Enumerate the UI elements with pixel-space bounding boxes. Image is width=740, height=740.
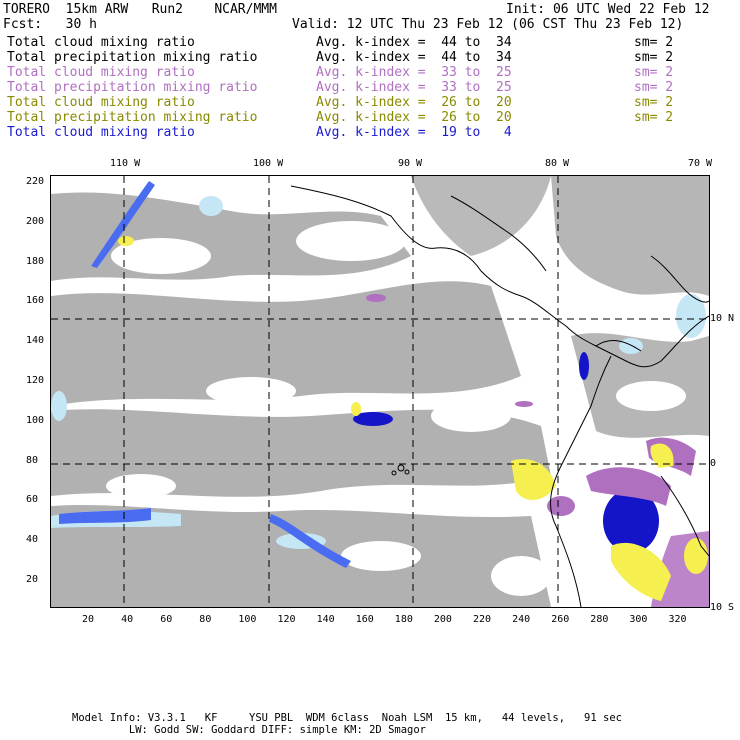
x-tick-label: 300 [629,614,648,625]
legend-smoothing: sm= 2 [634,50,674,65]
x-tick-label: 260 [551,614,570,625]
cloud-field-dark-blue [353,352,659,553]
x-tick-label: 280 [590,614,609,625]
x-tick-label: 120 [277,614,296,625]
legend-smoothing: sm= 2 [634,110,674,125]
x-tick-label: 60 [160,614,173,625]
legend-field-name: Total cloud mixing ratio [7,65,195,80]
x-tick-label: 220 [473,614,492,625]
lon-label: 110 W [110,158,141,169]
cloud-field-mid-blue [59,181,351,568]
y-tick-label: 180 [26,255,45,267]
x-tick-label: 140 [316,614,335,625]
y-tick-label: 40 [26,534,39,546]
legend-k-index: Avg. k-index = 26 to 20 [316,95,512,110]
legend-field-name: Total cloud mixing ratio [7,35,195,50]
legend-smoothing: sm= 2 [634,95,674,110]
legend-smoothing: sm= 2 [634,35,674,50]
valid-time: Valid: 12 UTC Thu 23 Feb 12 (06 CST Thu … [292,17,684,32]
lat-label: 10 N [710,313,735,324]
legend-smoothing: sm= 2 [634,80,674,95]
x-tick-label: 20 [82,614,95,625]
legend-field-name: Total precipitation mixing ratio [7,110,258,125]
x-tick-label: 80 [199,614,212,625]
legend-k-index: Avg. k-index = 19 to 4 [316,125,512,140]
lat-label: 10 S [710,602,735,613]
legend-k-index: Avg. k-index = 33 to 25 [316,80,512,95]
lon-label: 100 W [253,158,284,169]
y-tick-label: 60 [26,494,39,506]
map-canvas [51,176,709,607]
x-tick-label: 160 [355,614,374,625]
x-tick-label: 100 [238,614,257,625]
legend-k-index: Avg. k-index = 44 to 34 [316,50,512,65]
lat-label: 0 [710,458,717,469]
x-tick-label: 180 [394,614,413,625]
x-tick-label: 200 [433,614,452,625]
clear-sky-gaps [106,221,686,596]
model-physics: LW: Godd SW: Goddard DIFF: simple KM: 2D… [72,724,427,736]
y-tick-label: 160 [26,295,45,307]
legend-field-name: Total cloud mixing ratio [7,95,195,110]
legend-k-index: Avg. k-index = 44 to 34 [316,35,512,50]
cloud-field-yellow [118,236,708,601]
y-tick-label: 100 [26,414,45,426]
map-plot [50,175,710,608]
y-tick-label: 220 [26,176,45,187]
legend-field-name: Total cloud mixing ratio [7,125,195,140]
legend-k-index: Avg. k-index = 26 to 20 [316,110,512,125]
legend-field-name: Total precipitation mixing ratio [7,50,258,65]
model-info: Model Info: V3.3.1 KF YSU PBL WDM 6class… [72,712,622,724]
lon-label: 90 W [398,158,423,169]
coastlines [290,185,709,607]
x-tick-label: 320 [668,614,687,625]
legend-smoothing: sm= 2 [634,65,674,80]
y-tick-label: 20 [26,574,39,585]
lon-label: 70 W [688,158,713,169]
init-time: Init: 06 UTC Wed 22 Feb 12 [506,2,710,17]
x-tick-label: 40 [121,614,134,625]
legend-k-index: Avg. k-index = 33 to 25 [316,65,512,80]
latlon-grid [51,176,709,607]
y-tick-label: 80 [26,454,39,466]
y-tick-label: 140 [26,335,45,347]
legend-field-name: Total precipitation mixing ratio [7,80,258,95]
y-tick-label: 120 [26,375,45,386]
run-title: TORERO 15km ARW Run2 NCAR/MMM [3,2,277,17]
lon-label: 80 W [545,158,570,169]
y-tick-label: 200 [26,215,45,227]
forecast-hour: Fcst: 30 h [3,17,97,32]
x-tick-label: 240 [512,614,531,625]
